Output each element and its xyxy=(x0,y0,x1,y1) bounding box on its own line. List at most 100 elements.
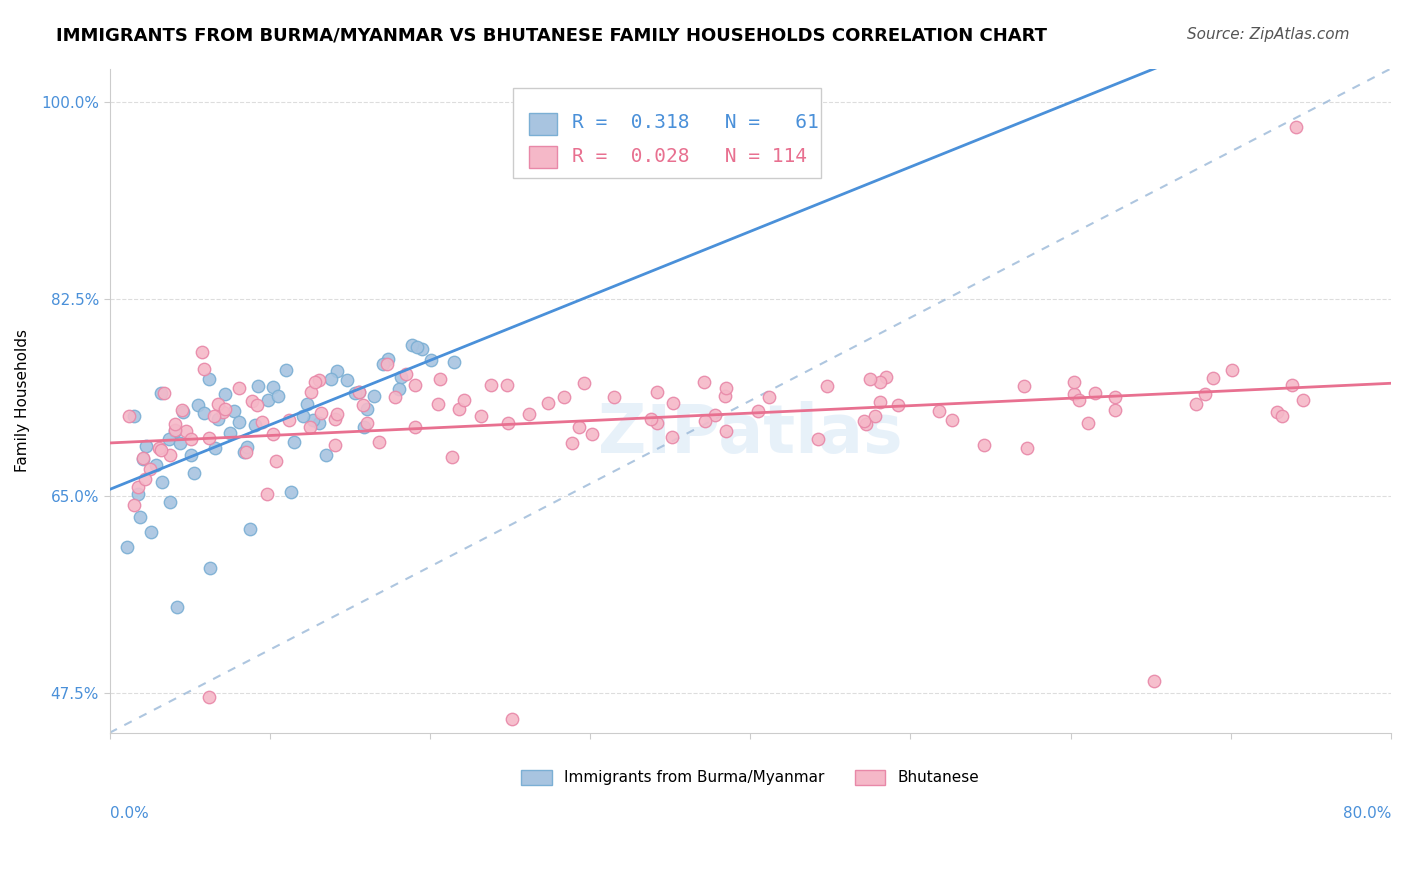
FancyBboxPatch shape xyxy=(513,88,821,178)
Point xyxy=(343,385,366,400)
Point xyxy=(875,370,897,384)
Point xyxy=(325,437,347,451)
Point xyxy=(395,367,418,381)
Point xyxy=(169,436,191,450)
Point xyxy=(405,419,427,434)
Point xyxy=(235,754,257,768)
Point xyxy=(426,397,449,411)
Point xyxy=(973,437,995,451)
Point xyxy=(198,431,221,445)
Point xyxy=(292,409,315,424)
Point xyxy=(815,379,838,393)
Point xyxy=(349,384,371,399)
Point xyxy=(202,409,225,424)
Point xyxy=(1285,120,1308,134)
Point xyxy=(693,375,716,389)
Point xyxy=(453,392,475,407)
Point xyxy=(236,440,259,454)
Point xyxy=(298,419,321,434)
Point xyxy=(603,390,626,404)
Text: ZIPatlas: ZIPatlas xyxy=(598,401,903,467)
Point xyxy=(283,435,305,450)
Point xyxy=(713,389,735,403)
Point xyxy=(280,484,302,499)
Point xyxy=(1104,390,1126,404)
Point xyxy=(159,448,181,462)
Point xyxy=(191,345,214,359)
Point xyxy=(1063,375,1085,389)
Point xyxy=(304,375,326,389)
Point xyxy=(886,398,908,412)
Point xyxy=(233,445,256,459)
Point xyxy=(859,372,882,386)
Point xyxy=(245,418,267,433)
Point xyxy=(349,384,371,399)
Point xyxy=(153,385,176,400)
Bar xyxy=(529,113,557,135)
Point xyxy=(1271,409,1294,424)
Point xyxy=(127,487,149,501)
Point xyxy=(183,466,205,480)
Point xyxy=(517,407,540,421)
Point xyxy=(148,441,170,455)
Point xyxy=(308,416,330,430)
Point xyxy=(363,389,385,403)
Point xyxy=(127,480,149,494)
Text: Source: ZipAtlas.com: Source: ZipAtlas.com xyxy=(1187,27,1350,42)
Point xyxy=(170,402,193,417)
Point xyxy=(356,416,378,430)
Point xyxy=(928,404,950,418)
Point xyxy=(235,445,257,459)
Point xyxy=(581,427,603,442)
Point xyxy=(224,404,246,418)
Point xyxy=(165,423,187,437)
Point xyxy=(373,357,395,371)
Point xyxy=(240,393,263,408)
Point xyxy=(200,561,222,575)
Point xyxy=(353,419,375,434)
Point xyxy=(716,424,738,438)
Point xyxy=(326,407,349,421)
Point xyxy=(443,355,465,369)
Point xyxy=(561,436,583,450)
Point xyxy=(129,509,152,524)
Point xyxy=(869,375,891,389)
Point xyxy=(384,390,406,404)
Point xyxy=(1265,405,1288,419)
Point xyxy=(501,712,523,726)
Point xyxy=(295,397,318,411)
Point xyxy=(278,413,301,427)
Point xyxy=(141,525,163,540)
Point xyxy=(388,383,411,397)
Point xyxy=(420,353,443,368)
Point xyxy=(157,432,180,446)
Text: IMMIGRANTS FROM BURMA/MYANMAR VS BHUTANESE FAMILY HOUSEHOLDS CORRELATION CHART: IMMIGRANTS FROM BURMA/MYANMAR VS BHUTANE… xyxy=(56,27,1047,45)
Point xyxy=(207,411,229,425)
Point xyxy=(159,495,181,509)
Point xyxy=(1012,379,1035,393)
Point xyxy=(193,362,215,376)
Point xyxy=(716,381,738,395)
Point xyxy=(122,409,145,424)
Point xyxy=(1184,397,1206,411)
Point xyxy=(640,411,662,425)
Point xyxy=(309,406,332,420)
Point xyxy=(758,390,780,404)
Point xyxy=(377,351,399,366)
Point xyxy=(941,413,963,427)
Point xyxy=(239,522,262,536)
Point xyxy=(498,416,520,430)
Y-axis label: Family Households: Family Households xyxy=(15,329,30,472)
Point xyxy=(695,414,717,428)
Point xyxy=(356,401,378,416)
Point xyxy=(1077,416,1099,430)
Point xyxy=(115,540,138,554)
Point xyxy=(1104,402,1126,417)
Point xyxy=(806,432,828,446)
Point xyxy=(165,424,187,438)
Point xyxy=(537,396,560,410)
Point xyxy=(1143,673,1166,688)
Point xyxy=(118,409,141,424)
Point xyxy=(204,441,226,455)
Point xyxy=(135,439,157,453)
